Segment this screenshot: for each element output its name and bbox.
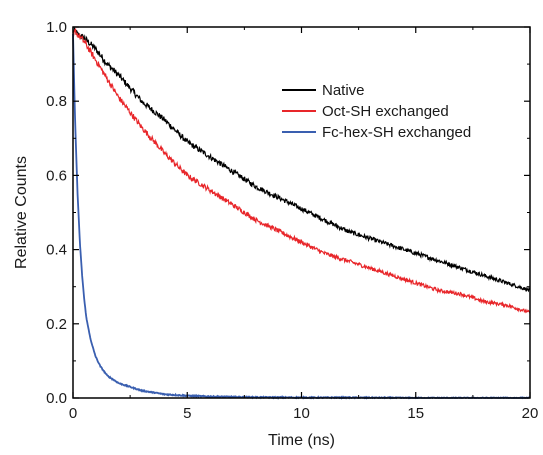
y-tick-label: 0.8 — [46, 93, 67, 110]
series-line-fc-hex-sh-exchanged — [72, 33, 531, 400]
y-tick-label: 0.6 — [46, 167, 67, 184]
series-line-native — [72, 26, 531, 293]
y-tick-label: 0.4 — [46, 242, 67, 259]
plot-frame — [72, 26, 531, 399]
x-tick-label: 20 — [522, 405, 539, 422]
series-layer — [72, 26, 531, 400]
series-line-oct-sh-exchanged — [72, 28, 531, 314]
x-axis-label: Time (ns) — [268, 432, 335, 449]
legend: Native Oct-SH exchanged Fc-hex-SH exchange… — [282, 82, 471, 141]
y-tick-label: 0.2 — [46, 316, 67, 333]
legend-label: Native — [322, 82, 365, 99]
legend-label: Fc-hex-SH exchanged — [322, 124, 471, 141]
x-tick-label: 10 — [293, 405, 310, 422]
x-tick-label: 0 — [69, 405, 77, 422]
y-tick-label: 0.0 — [46, 390, 67, 407]
x-tick-label: 15 — [407, 405, 424, 422]
y-axis-label: Relative Counts — [13, 156, 30, 269]
legend-label: Oct-SH exchanged — [322, 103, 449, 120]
ticks-layer: 0 5 10 15 20 0.0 0.2 0.4 0.6 0.8 1.0 — [46, 19, 538, 422]
y-tick-label: 1.0 — [46, 19, 67, 36]
x-tick-label: 5 — [183, 405, 191, 422]
